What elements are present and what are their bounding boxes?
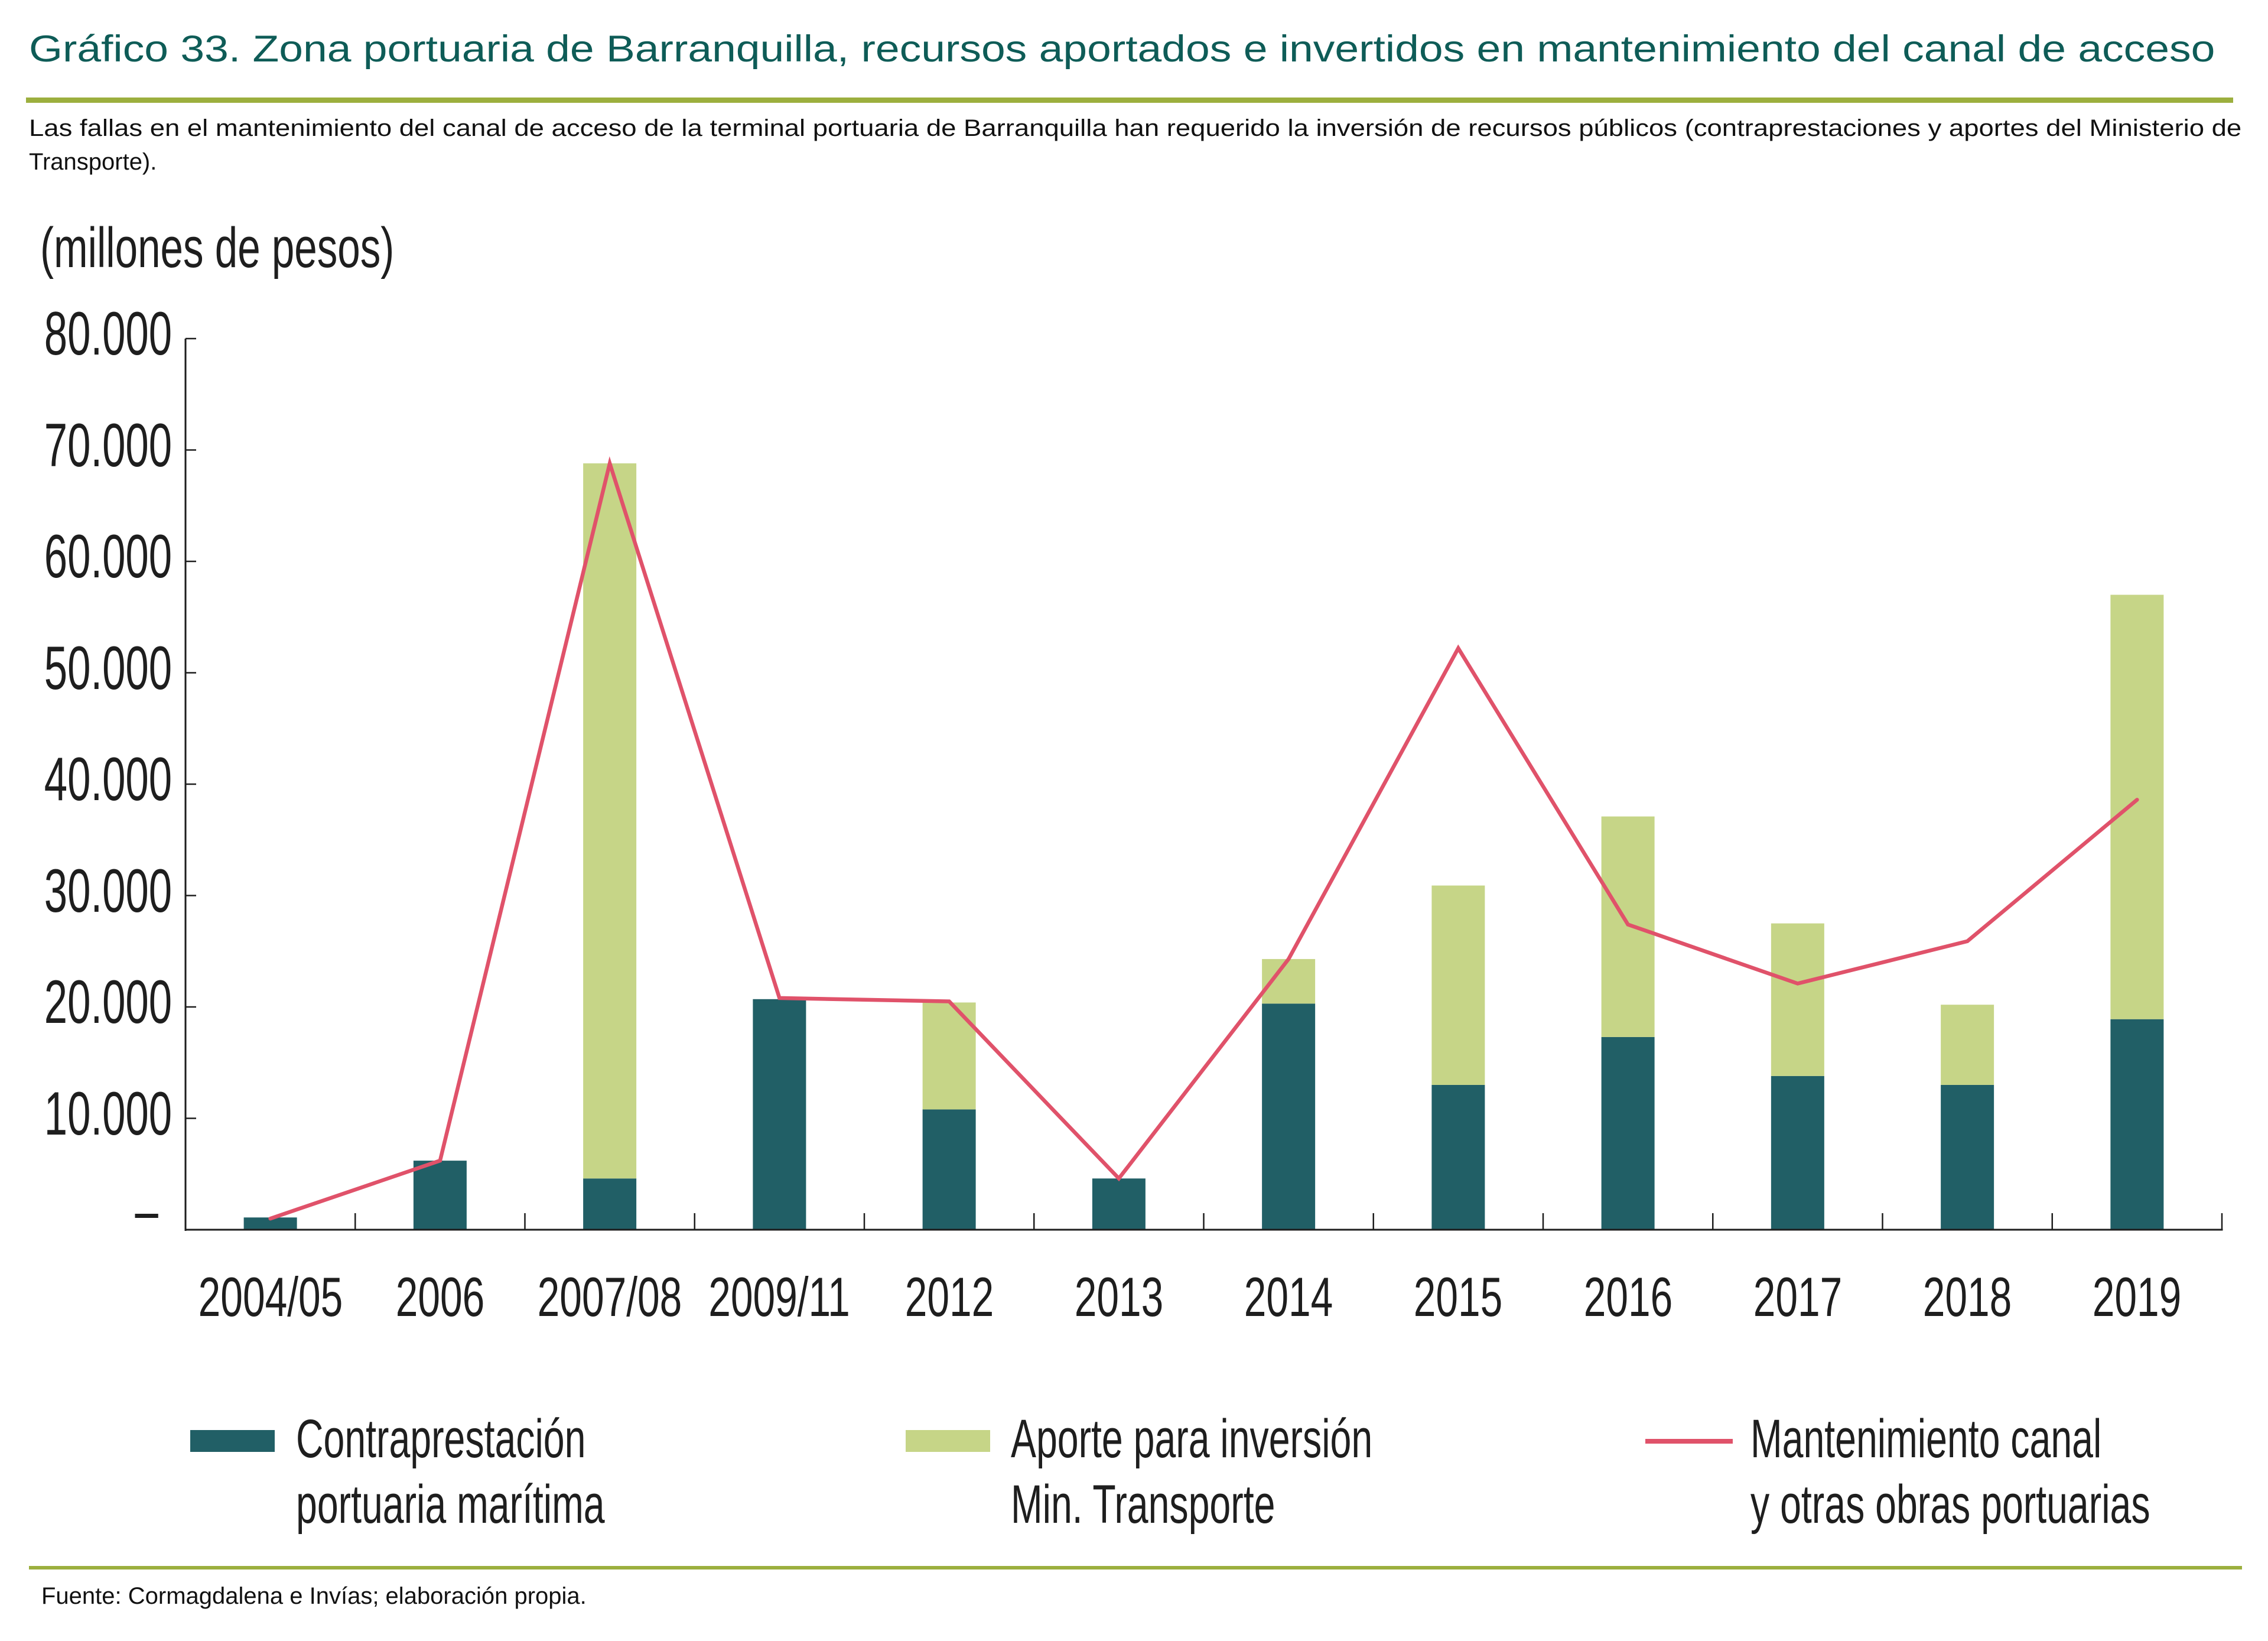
legend-label-line: y otras obras portuarias <box>1750 1474 2150 1535</box>
legend-swatch-aporte <box>906 1430 990 1452</box>
legend-label-line: Min. Transporte <box>1011 1474 1275 1535</box>
y-tick-label: 50.000 <box>44 633 172 703</box>
bar-contraprestacion-2016 <box>1601 1036 1655 1230</box>
legend-line-mantenimiento <box>1645 1439 1733 1444</box>
bar-contraprestacion-2014 <box>1262 1003 1316 1230</box>
legend-label-line: portuaria marítima <box>296 1474 605 1535</box>
x-tick-label: 2006 <box>395 1266 485 1328</box>
chart-subtitle-line-1: Las fallas en el mantenimiento del canal… <box>29 115 2242 141</box>
legend-label-line: Mantenimiento canal <box>1750 1409 2102 1469</box>
y-tick-label: – <box>135 1177 158 1245</box>
line-series-mantenimiento <box>268 456 2139 1221</box>
bar-contraprestacion-2004/05 <box>243 1217 297 1230</box>
bar-contraprestacion-2015 <box>1431 1084 1485 1230</box>
x-tick-label: 2019 <box>2093 1266 2182 1328</box>
legend-swatch-contraprestacion <box>190 1430 275 1452</box>
line-layer <box>268 456 2139 1221</box>
bar-aporte-2018 <box>1941 1005 1994 1085</box>
source-note: Fuente: Cormagdalena e Invías; elaboraci… <box>41 1583 587 1609</box>
y-tick-label: 80.000 <box>44 300 172 368</box>
x-tick-label: 2007/08 <box>537 1266 682 1328</box>
bar-contraprestacion-2012 <box>922 1109 976 1230</box>
chart-subtitle-line-2: Transporte). <box>29 149 157 175</box>
y-tick-label: 70.000 <box>44 411 172 480</box>
legend-label-line: Aporte para inversión <box>1011 1409 1373 1469</box>
x-tick-label: 2015 <box>1414 1266 1503 1328</box>
x-tick-label: 2018 <box>1922 1266 2012 1328</box>
bar-contraprestacion-2018 <box>1941 1084 1994 1230</box>
bar-aporte-2007/08 <box>583 463 637 1179</box>
bar-aporte-2016 <box>1601 816 1655 1037</box>
y-tick-label: 40.000 <box>44 745 172 814</box>
x-tick-label: 2004/05 <box>198 1266 343 1328</box>
x-tick-label: 2009/11 <box>708 1266 851 1328</box>
bar-aporte-2019 <box>2110 594 2164 1019</box>
legend-item-contraprestacion: Contraprestación portuaria marítima <box>190 1406 870 1542</box>
bar-aporte-2017 <box>1771 923 1824 1076</box>
bar-contraprestacion-2007/08 <box>583 1178 637 1230</box>
axes-layer <box>184 337 2223 1231</box>
y-tick-label: 30.000 <box>44 856 172 925</box>
legend-item-mantenimiento: Mantenimiento canal y otras obras portua… <box>1645 1406 2236 1542</box>
bar-contraprestacion-2006 <box>413 1161 467 1230</box>
y-axis-unit-text: (millones de pesos) <box>40 216 395 280</box>
y-tick-label: 60.000 <box>44 522 172 591</box>
bar-contraprestacion-2013 <box>1092 1178 1146 1230</box>
x-tick-label: 2013 <box>1074 1266 1164 1328</box>
header-rule <box>26 98 2233 103</box>
x-tick-label: 2017 <box>1753 1266 1843 1328</box>
bars-layer <box>243 463 2164 1230</box>
x-tick-label: 2012 <box>904 1266 994 1328</box>
bar-contraprestacion-2009/11 <box>753 999 806 1230</box>
bar-contraprestacion-2019 <box>2110 1019 2164 1230</box>
legend-label-line: Contraprestación <box>296 1409 586 1469</box>
footer-rule <box>29 1566 2242 1569</box>
y-tick-label: 20.000 <box>44 968 172 1036</box>
y-tick-label: 10.000 <box>44 1079 172 1148</box>
y-axis-unit-label: (millones de pesos) <box>40 220 532 277</box>
bar-contraprestacion-2017 <box>1771 1075 1824 1230</box>
bar-aporte-2015 <box>1431 885 1485 1085</box>
x-tick-label: 2016 <box>1583 1266 1672 1328</box>
chart-title: Gráfico 33. Zona portuaria de Barranquil… <box>29 28 2215 70</box>
x-tick-label: 2014 <box>1244 1266 1333 1328</box>
legend-item-aporte: Aporte para inversión Min. Transporte <box>906 1406 1585 1542</box>
